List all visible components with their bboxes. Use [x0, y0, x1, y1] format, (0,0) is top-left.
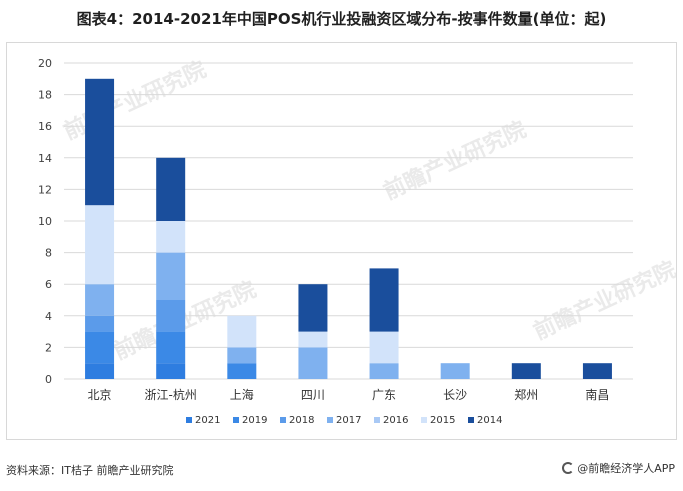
brand-logo-icon [562, 462, 575, 474]
legend-swatch [280, 417, 286, 423]
stacked-bar-chart: 0 2 4 6 8 10 12 14 16 18 20 北京 浙江-杭州 上海 四川 广东 长沙 郑州 南昌 2021… [38, 57, 633, 426]
chart-title: 图表4：2014-2021年中国POS机行业投融资区域分布-按事件数量(单位：起… [76, 10, 607, 28]
legend-label: 2018 [289, 415, 314, 426]
x-tick-label: 郑州 [514, 387, 538, 402]
legend-label: 2019 [242, 415, 267, 426]
bar-segment [369, 268, 399, 332]
source-note: 资料来源：IT桔子 前瞻产业研究院 [6, 464, 174, 477]
x-tick-label: 上海 [230, 387, 254, 402]
y-tick-label: 14 [38, 152, 52, 165]
bar-segment [227, 363, 257, 379]
bar-segment [85, 78, 115, 206]
bar-segment [85, 331, 115, 364]
y-tick-label: 4 [45, 310, 52, 323]
x-tick-label: 南昌 [585, 387, 609, 402]
legend-label: 2016 [383, 415, 408, 426]
legend-swatch [186, 417, 192, 423]
legend-label: 2017 [336, 415, 361, 426]
legend-label: 2015 [430, 415, 455, 426]
legend-swatch [421, 417, 427, 423]
bar-segment [511, 363, 541, 379]
bar-segment [156, 300, 186, 332]
y-tick-label: 10 [38, 215, 52, 228]
x-tick-label: 长沙 [443, 388, 467, 402]
legend-label: 2021 [195, 415, 220, 426]
bar-segment [85, 363, 115, 379]
bar-segment [85, 315, 115, 332]
y-tick-label: 0 [45, 373, 52, 386]
x-tick-label: 浙江-杭州 [145, 387, 197, 402]
bar-segment [369, 331, 399, 364]
x-tick-label: 北京 [88, 388, 112, 402]
bar-segment [85, 284, 115, 316]
x-tick-label: 广东 [372, 388, 396, 402]
legend-label: 2014 [477, 415, 502, 426]
x-tick-label: 四川 [301, 388, 325, 402]
bar-segment [298, 284, 328, 332]
bar-segment [298, 347, 328, 379]
bar-segment [227, 347, 257, 364]
bar-segment [156, 331, 186, 364]
y-tick-label: 16 [38, 120, 52, 133]
bar-segment [156, 157, 186, 221]
y-tick-label: 12 [38, 183, 52, 196]
chart-frame: 前瞻产业研究院 前瞻产业研究院 前瞻产业研究院 前瞻产业研究院 02468101… [6, 42, 680, 440]
y-tick-label: 8 [45, 247, 52, 260]
brand-text: @前瞻经济学人APP [577, 462, 675, 475]
bar-segment [156, 221, 186, 253]
legend-swatch [374, 417, 380, 423]
legend-swatch [327, 417, 333, 423]
legend-swatch [233, 417, 239, 423]
bar-segment [156, 363, 186, 379]
y-tick-label: 6 [45, 278, 52, 291]
bar-segment [440, 363, 470, 379]
bar-segment [85, 205, 115, 285]
y-tick-label: 18 [38, 89, 52, 102]
bar-segment [298, 331, 328, 348]
bar-segment [156, 252, 186, 300]
legend-swatch [468, 417, 474, 423]
bar-segment [369, 363, 399, 379]
brand-label: @前瞻经济学人APP [562, 460, 675, 476]
y-tick-label: 2 [45, 341, 52, 354]
bar-segment [582, 363, 612, 379]
y-tick-label: 20 [38, 57, 52, 70]
bar-segment [227, 315, 257, 348]
